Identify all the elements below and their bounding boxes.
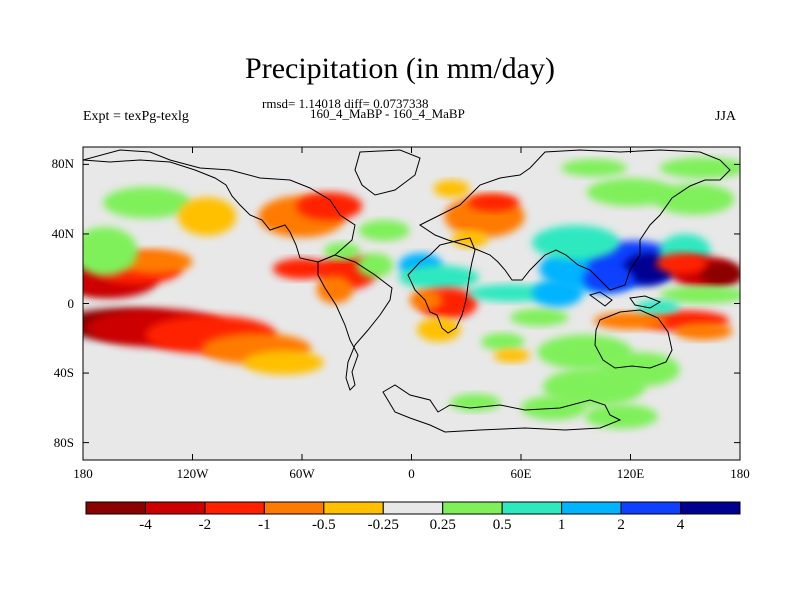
colorbar-label: 0.5 <box>492 517 512 533</box>
x-tick-label: 120W <box>176 466 209 481</box>
precip-anomaly-region <box>586 178 675 207</box>
colorbar-swatch <box>85 501 146 515</box>
coastline-indonesia <box>588 291 613 307</box>
right-string: JJA <box>715 109 737 124</box>
colorbar-label: 2 <box>617 517 625 533</box>
chart-subtitle-stats: rmsd= 1.14018 diff= 0.0737338 <box>262 96 429 111</box>
precip-anomaly-region <box>243 350 324 375</box>
precip-anomaly-region <box>119 249 193 274</box>
x-tick-label: 0 <box>408 466 415 481</box>
colorbar-label: -4 <box>139 517 152 533</box>
x-tick-label: 120E <box>616 466 645 481</box>
colorbar-swatch <box>144 501 206 515</box>
colorbar-label: -0.25 <box>367 517 399 533</box>
colorbar-swatch <box>382 501 444 515</box>
colorbar-label: -2 <box>198 517 212 533</box>
coastline-africa-eurasia <box>407 237 476 334</box>
precip-anomaly-region <box>451 230 489 248</box>
precip-anomaly-region <box>433 180 470 198</box>
colorbar-swatch <box>323 501 384 515</box>
precip-anomaly-region <box>561 159 627 177</box>
precip-anomaly-region <box>656 253 708 274</box>
x-tick-label: 180 <box>73 466 93 481</box>
precip-anomaly-region <box>409 289 443 311</box>
coastline-greenland <box>354 149 421 196</box>
precip-anomaly-region <box>531 279 584 307</box>
y-tick-label: 80N <box>51 156 74 172</box>
precip-anomaly-region <box>416 317 461 342</box>
y-tick-label: 0 <box>67 295 75 311</box>
precip-anomaly-region <box>272 258 332 280</box>
y-tick-label: 80S <box>53 434 74 450</box>
colorbar-swatch <box>561 501 622 515</box>
precip-anomaly-region <box>103 186 191 219</box>
precip-anomaly-region <box>493 348 531 363</box>
x-tick-label: 180 <box>730 466 750 481</box>
precip-anomaly-region <box>594 312 667 330</box>
coastline-north-america <box>83 149 356 263</box>
colorbar-label: 1 <box>557 517 566 533</box>
left-string: Expt = texPg-texlg <box>83 109 189 124</box>
x-tick-label: 60W <box>289 466 315 481</box>
colorbar-swatch <box>263 501 325 515</box>
precip-anomaly-region <box>654 183 735 215</box>
colorbar-swatch <box>204 501 265 515</box>
coastline-antarctica <box>382 384 622 433</box>
y-tick-label: 40N <box>51 225 74 241</box>
coastline-south-america <box>317 254 393 391</box>
chart-subtitle-case: 160_4_MaBP - 160_4_MaBP <box>310 106 465 121</box>
colorbar-label: 0.25 <box>429 517 456 533</box>
precip-anomaly-region <box>699 261 740 287</box>
precip-anomaly-region <box>358 220 410 241</box>
coastline-new-guinea <box>629 295 662 309</box>
precip-anomaly-region <box>635 300 680 314</box>
precip-anomaly-region <box>316 275 354 304</box>
precip-anomaly-region <box>510 308 569 327</box>
precip-anomaly-region <box>177 197 237 236</box>
precip-anomaly-region <box>659 157 740 179</box>
precip-anomaly-region <box>480 333 525 351</box>
colorbar-label: 4 <box>676 517 685 533</box>
chart-title: Precipitation (in mm/day) <box>245 52 555 85</box>
precip-anomaly-region <box>468 193 520 212</box>
precip-anomaly-region <box>584 404 658 429</box>
precip-anomaly-region <box>356 253 394 278</box>
coastline-asia <box>419 149 731 291</box>
precip-anomaly-region <box>296 192 363 221</box>
x-tick-label: 60E <box>510 466 532 481</box>
precip-anomaly-region <box>542 367 646 407</box>
precip-anomaly-region <box>659 286 740 304</box>
colorbar-swatch <box>501 501 563 515</box>
colorbar-swatch <box>680 501 741 515</box>
colorbar-label: -1 <box>258 517 271 533</box>
precip-anomaly-region <box>449 393 501 412</box>
precip-anomaly-region <box>398 265 480 290</box>
y-tick-label: 40S <box>53 365 74 381</box>
coastlines <box>83 149 731 433</box>
coastline-australia <box>594 309 673 369</box>
colorbar-swatch <box>442 501 503 515</box>
precip-anomaly-region <box>674 322 733 341</box>
precip-anomaly-region <box>521 395 587 421</box>
precip-anomaly-region <box>83 226 138 276</box>
colorbar-label: -0.5 <box>311 517 336 533</box>
colorbar-swatch <box>620 501 682 515</box>
